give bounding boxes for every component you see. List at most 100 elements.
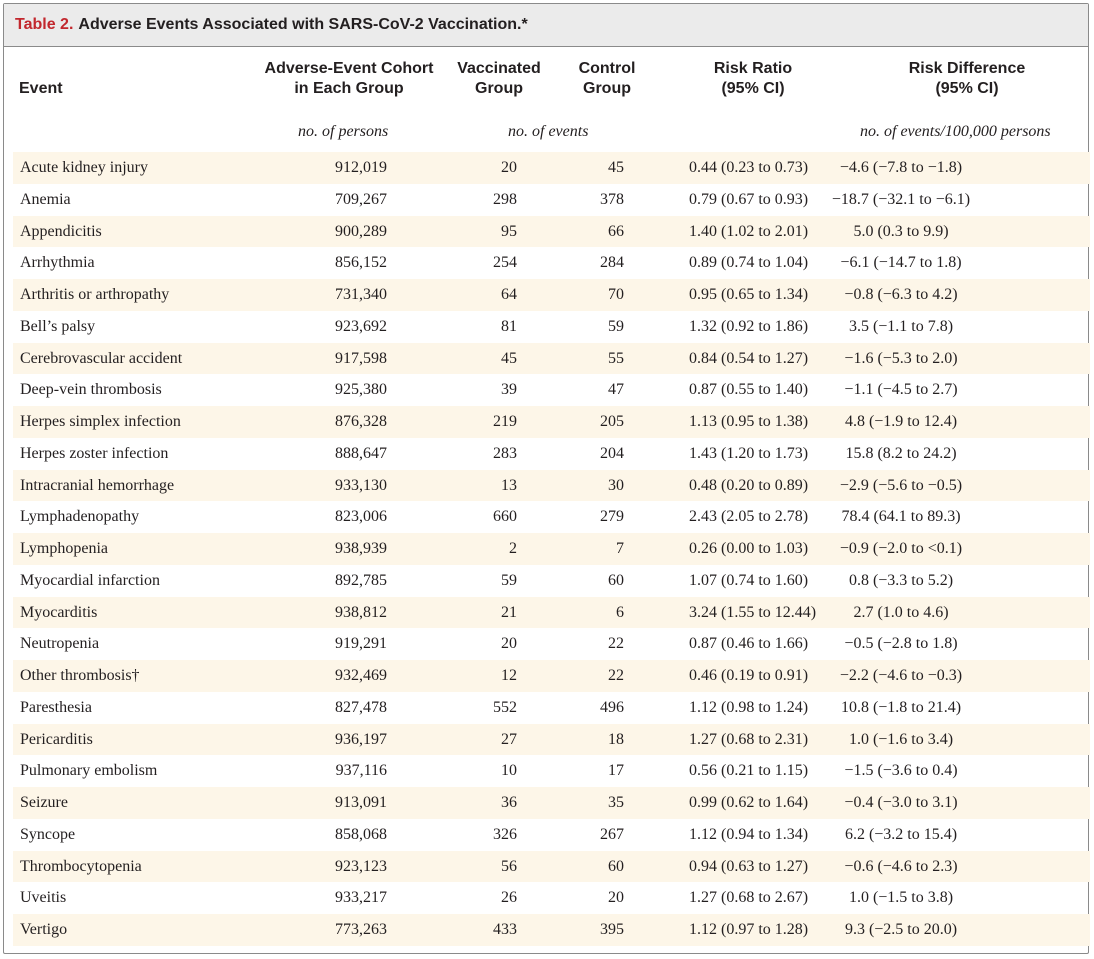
table-row: Appendicitis 900,289 95 66 1.40 (1.02 to 2.0… bbox=[13, 215, 1090, 248]
control-events-cell: 22 bbox=[608, 635, 624, 653]
event-cell: Acute kidney injury bbox=[20, 159, 148, 176]
risk-difference-cell: −18.7 (−32.1 to −6.1) bbox=[831, 190, 971, 208]
table-title: Adverse Events Associated with SARS-CoV-… bbox=[78, 16, 528, 33]
units-events: no. of events bbox=[508, 123, 589, 140]
risk-difference-cell: 15.8 (8.2 to 24.2) bbox=[845, 444, 957, 462]
event-cell: Herpes zoster infection bbox=[20, 444, 169, 462]
vaccinated-events-cell: 27 bbox=[501, 730, 517, 748]
control-events-cell: 6 bbox=[616, 603, 624, 621]
units-persons: no. of persons bbox=[298, 123, 389, 140]
event-cell: Pericarditis bbox=[20, 730, 93, 748]
table-body: Acute kidney injury 912,019 20 45 0.44 (0.23… bbox=[13, 152, 1090, 946]
cohort-cell: 933,130 bbox=[335, 476, 387, 494]
cohort-cell: 919,291 bbox=[335, 635, 387, 653]
risk-ratio-cell: 1.32 (0.92 to 1.86) bbox=[689, 317, 809, 335]
header-event: Event bbox=[19, 80, 63, 97]
vaccinated-events-cell: 433 bbox=[493, 921, 517, 938]
header-vaccinated: Vaccinated Group bbox=[457, 60, 541, 97]
cohort-cell: 937,116 bbox=[335, 762, 387, 780]
vaccinated-events-cell: 36 bbox=[501, 794, 517, 811]
table-row: Anemia 709,267 298 378 0.79 (0.67 to 0.93) −1… bbox=[13, 184, 1090, 216]
risk-ratio-cell: 1.27 (0.68 to 2.31) bbox=[689, 730, 809, 748]
event-cell: Seizure bbox=[20, 794, 68, 811]
risk-difference-cell: 6.2 (−3.2 to 15.4) bbox=[844, 825, 958, 843]
control-events-cell: 7 bbox=[616, 540, 624, 557]
risk-ratio-cell: 0.94 (0.63 to 1.27) bbox=[689, 857, 809, 875]
vaccinated-events-cell: 20 bbox=[501, 159, 517, 176]
event-cell: Other thrombosis† bbox=[20, 667, 140, 684]
table-row: Syncope 858,068 326 267 1.12 (0.94 to 1.34) 6… bbox=[13, 819, 1090, 851]
vaccinated-events-cell: 13 bbox=[501, 476, 517, 494]
event-cell: Paresthesia bbox=[20, 698, 92, 716]
vaccinated-events-cell: 283 bbox=[493, 444, 517, 462]
event-cell: Lymphopenia bbox=[20, 540, 108, 557]
vaccinated-events-cell: 26 bbox=[501, 889, 517, 907]
risk-difference-cell: −6.1 (−14.7 to 1.8) bbox=[840, 254, 962, 272]
risk-ratio-cell: 0.84 (0.54 to 1.27) bbox=[689, 349, 809, 367]
risk-ratio-cell: 0.89 (0.74 to 1.04) bbox=[689, 254, 809, 272]
table-row: Vertigo 773,263 433 395 1.12 (0.97 to 1.28) 9… bbox=[13, 914, 1090, 946]
cohort-cell: 917,598 bbox=[335, 349, 387, 367]
cohort-cell: 892,785 bbox=[335, 571, 387, 589]
control-events-cell: 59 bbox=[608, 317, 624, 335]
risk-difference-cell: 4.8 (−1.9 to 12.4) bbox=[844, 413, 958, 430]
header-control: Control Group bbox=[578, 60, 636, 97]
cohort-cell: 938,812 bbox=[335, 603, 387, 621]
vaccinated-events-cell: 254 bbox=[493, 254, 517, 272]
risk-difference-cell: −0.5 (−2.8 to 1.8) bbox=[844, 635, 958, 653]
control-events-cell: 17 bbox=[608, 762, 624, 780]
risk-difference-cell: 78.4 (64.1 to 89.3) bbox=[841, 508, 961, 526]
table-row: Other thrombosis† 932,469 12 22 0.46 (0.19 t… bbox=[13, 660, 1090, 692]
risk-difference-cell: 1.0 (−1.6 to 3.4) bbox=[848, 730, 954, 748]
control-events-cell: 279 bbox=[600, 508, 624, 526]
cohort-cell: 773,263 bbox=[335, 921, 387, 938]
vaccinated-events-cell: 219 bbox=[493, 413, 517, 430]
table-number: Table 2. bbox=[15, 16, 74, 33]
vaccinated-events-cell: 326 bbox=[493, 825, 517, 843]
header-risk-difference: Risk Difference (95% CI) bbox=[908, 60, 1026, 97]
table-row: Arthritis or arthropathy 731,340 64 70 0.95 … bbox=[13, 279, 1090, 311]
control-events-cell: 47 bbox=[608, 381, 624, 399]
control-events-cell: 378 bbox=[600, 190, 624, 208]
control-events-cell: 18 bbox=[608, 730, 624, 748]
risk-ratio-cell: 0.79 (0.67 to 0.93) bbox=[689, 190, 809, 208]
risk-ratio-cell: 0.26 (0.00 to 1.03) bbox=[689, 540, 809, 557]
control-events-cell: 284 bbox=[600, 254, 624, 272]
vaccinated-events-cell: 12 bbox=[501, 667, 517, 684]
risk-ratio-cell: 1.40 (1.02 to 2.01) bbox=[689, 222, 809, 240]
table-row: Herpes zoster infection 888,647 283 204 1.43… bbox=[13, 438, 1090, 470]
risk-ratio-cell: 0.87 (0.46 to 1.66) bbox=[689, 635, 809, 653]
table-row: Pulmonary embolism 937,116 10 17 0.56 (0.21 … bbox=[13, 755, 1090, 787]
table-title-bar: Table 2. Adverse Events Associated with … bbox=[4, 4, 1088, 47]
event-cell: Thrombocytopenia bbox=[20, 857, 142, 875]
event-cell: Syncope bbox=[20, 825, 76, 843]
event-cell: Myocardial infarction bbox=[20, 571, 160, 589]
event-cell: Herpes simplex infection bbox=[20, 413, 181, 430]
risk-difference-cell: −2.2 (−4.6 to −0.3) bbox=[839, 667, 963, 684]
control-events-cell: 395 bbox=[600, 921, 624, 938]
risk-difference-cell: −2.9 (−5.6 to −0.5) bbox=[839, 476, 963, 494]
event-cell: Arrhythmia bbox=[20, 254, 95, 272]
cohort-cell: 923,123 bbox=[335, 857, 387, 875]
cohort-cell: 925,380 bbox=[335, 381, 387, 399]
control-events-cell: 60 bbox=[608, 857, 624, 875]
table-row: Arrhythmia 856,152 254 284 0.89 (0.74 to 1.0… bbox=[13, 247, 1090, 279]
risk-difference-cell: −0.4 (−3.0 to 3.1) bbox=[844, 794, 958, 811]
risk-ratio-cell: 0.56 (0.21 to 1.15) bbox=[689, 762, 809, 780]
cohort-cell: 938,939 bbox=[335, 540, 387, 557]
risk-ratio-cell: 1.07 (0.74 to 1.60) bbox=[689, 571, 809, 589]
units-per-100k: no. of events/100,000 persons bbox=[860, 123, 1051, 140]
table-row: Cerebrovascular accident 917,598 45 55 0.84 … bbox=[13, 342, 1090, 375]
event-cell: Bell’s palsy bbox=[20, 317, 96, 335]
table-row: Deep-vein thrombosis 925,380 39 47 0.87 (0.5… bbox=[13, 374, 1090, 406]
event-cell: Neutropenia bbox=[20, 635, 100, 653]
risk-ratio-cell: 3.24 (1.55 to 12.44) bbox=[689, 603, 817, 621]
vaccinated-events-cell: 64 bbox=[501, 286, 517, 303]
risk-difference-cell: 1.0 (−1.5 to 3.8) bbox=[848, 889, 954, 907]
control-events-cell: 496 bbox=[600, 698, 624, 716]
event-cell: Vertigo bbox=[20, 921, 68, 938]
risk-difference-cell: −1.1 (−4.5 to 2.7) bbox=[844, 381, 958, 399]
event-cell: Arthritis or arthropathy bbox=[20, 286, 170, 303]
risk-ratio-cell: 0.95 (0.65 to 1.34) bbox=[689, 286, 809, 303]
risk-ratio-cell: 1.12 (0.94 to 1.34) bbox=[689, 825, 809, 843]
